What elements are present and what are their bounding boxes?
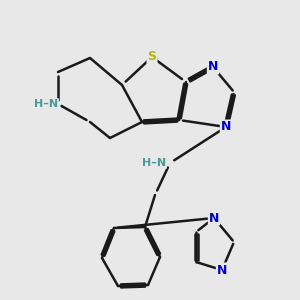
Text: H–N: H–N	[34, 99, 58, 109]
Text: N: N	[217, 263, 227, 277]
Text: N: N	[208, 61, 218, 74]
Text: H–N: H–N	[142, 158, 166, 168]
Text: S: S	[148, 50, 157, 64]
Text: N: N	[221, 121, 231, 134]
Text: N: N	[209, 212, 219, 224]
